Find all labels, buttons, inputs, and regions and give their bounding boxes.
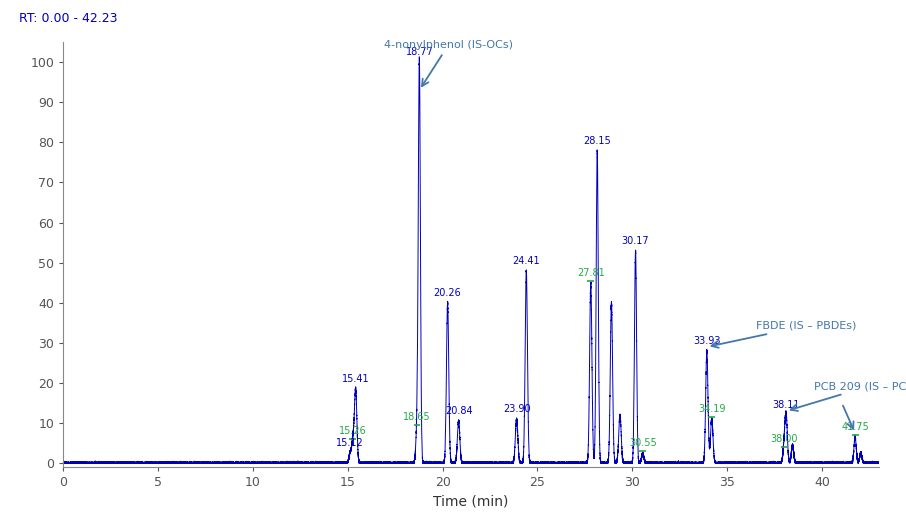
Text: 30.55: 30.55 (629, 438, 657, 448)
Text: 33.93: 33.93 (693, 336, 720, 346)
Text: 34.19: 34.19 (698, 404, 726, 414)
Text: 24.41: 24.41 (513, 256, 540, 266)
Text: 18.65: 18.65 (403, 412, 431, 422)
Text: 38.11: 38.11 (772, 400, 800, 410)
Text: 15.26: 15.26 (339, 426, 367, 436)
X-axis label: Time (min): Time (min) (433, 495, 509, 509)
Text: 30.17: 30.17 (622, 236, 650, 246)
Text: 18.77: 18.77 (406, 47, 433, 57)
Text: 4-nonylphenol (IS-OCs): 4-nonylphenol (IS-OCs) (384, 40, 513, 86)
Text: 15.12: 15.12 (336, 438, 364, 448)
Text: 41.75: 41.75 (842, 422, 869, 433)
Text: 15.41: 15.41 (342, 374, 370, 384)
Text: RT: 0.00 - 42.23: RT: 0.00 - 42.23 (19, 12, 117, 25)
Text: 27.81: 27.81 (577, 268, 604, 278)
Text: 20.84: 20.84 (445, 406, 472, 416)
Text: PCB 209 (IS – PCBs): PCB 209 (IS – PCBs) (791, 381, 906, 411)
Text: 28.15: 28.15 (583, 135, 612, 145)
Text: FBDE (IS – PBDEs): FBDE (IS – PBDEs) (711, 321, 856, 348)
Text: 38.00: 38.00 (770, 434, 798, 444)
Text: 20.26: 20.26 (434, 288, 461, 298)
Text: 23.90: 23.90 (503, 404, 530, 414)
